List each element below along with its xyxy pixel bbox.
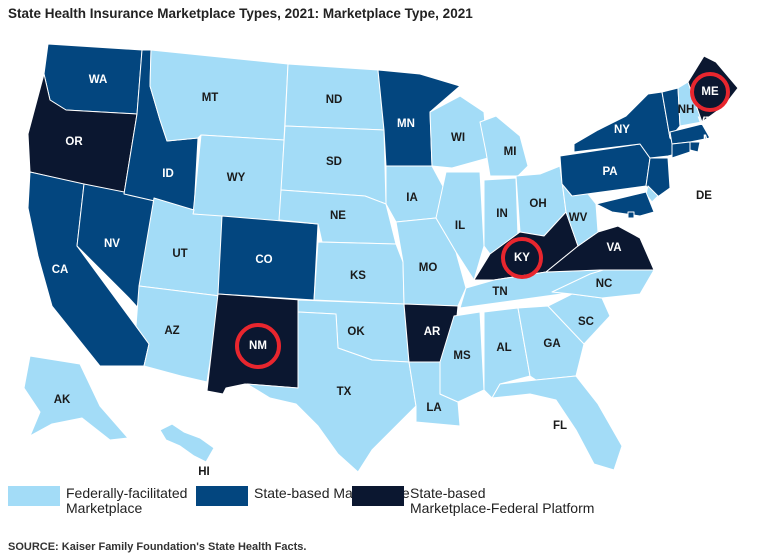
state-label-or: OR — [65, 136, 83, 148]
state-md — [595, 191, 655, 217]
state-label-nd: ND — [326, 94, 343, 106]
state-label-ks: KS — [350, 270, 366, 282]
state-label-nj: NJ — [705, 176, 720, 188]
state-label-mn: MN — [397, 118, 415, 130]
state-label-nc: NC — [596, 278, 613, 290]
us-map: WA OR CA NV ID MT WY UT AZ CO NM ND SD NE KS OK TX MN IA MO… — [0, 26, 775, 478]
legend-label-federal-1: Federally-facilitated — [66, 485, 188, 501]
state-label-tx: TX — [337, 386, 352, 398]
state-label-fl: FL — [553, 420, 567, 432]
state-label-ct: CT — [704, 162, 719, 174]
state-label-ak: AK — [54, 394, 71, 406]
us-map-svg: WA OR CA NV ID MT WY UT AZ CO NM ND SD NE KS OK TX MN IA MO… — [23, 43, 739, 478]
state-label-tn: TN — [492, 286, 507, 298]
source-note: SOURCE: Kaiser Family Foundation's State… — [8, 541, 307, 553]
state-mi — [479, 115, 529, 177]
state-label-wi: WI — [451, 132, 465, 144]
state-label-wy: WY — [227, 172, 246, 184]
state-dc — [627, 211, 635, 219]
state-tx — [246, 311, 417, 473]
state-label-ms: MS — [453, 350, 471, 362]
state-label-me: ME — [701, 86, 719, 98]
state-label-in: IN — [496, 208, 508, 220]
state-label-nh: NH — [678, 104, 695, 116]
state-ct — [671, 141, 691, 159]
state-label-mt: MT — [202, 92, 219, 104]
state-label-id: ID — [162, 168, 174, 180]
state-label-mo: MO — [419, 262, 438, 274]
legend: Federally-facilitated Marketplace State-… — [0, 486, 775, 536]
state-label-dc: DC — [704, 214, 721, 226]
map-title: State Health Insurance Marketplace Types… — [8, 6, 473, 21]
legend-item-federal: Federally-facilitated Marketplace — [8, 486, 187, 516]
state-label-sc: SC — [578, 316, 594, 328]
state-label-vt: VT — [698, 116, 713, 128]
state-sc — [547, 293, 611, 345]
state-label-de: DE — [696, 190, 712, 202]
state-fl — [491, 375, 623, 471]
state-label-ma: MA — [703, 134, 721, 146]
state-label-ri: RI — [710, 148, 722, 160]
state-nj — [645, 157, 671, 199]
state-label-ar: AR — [424, 326, 441, 338]
state-label-wa: WA — [89, 74, 108, 86]
state-nc — [551, 261, 655, 299]
state-label-mi: MI — [504, 146, 517, 158]
state-label-ca: CA — [52, 264, 69, 276]
state-label-ga: GA — [543, 338, 560, 350]
state-label-ok: OK — [347, 326, 365, 338]
state-label-il: IL — [455, 220, 465, 232]
highlight-circle-me — [690, 72, 730, 112]
state-label-sd: SD — [326, 156, 342, 168]
state-label-ne: NE — [330, 210, 346, 222]
state-label-ut: UT — [172, 248, 187, 260]
state-label-va: VA — [606, 242, 621, 254]
legend-swatch-state-federal — [352, 486, 404, 506]
state-label-nv: NV — [104, 238, 120, 250]
state-label-ny: NY — [614, 124, 630, 136]
legend-swatch-state — [196, 486, 248, 506]
legend-swatch-federal — [8, 486, 60, 506]
state-label-co: CO — [255, 254, 272, 266]
state-ma — [669, 123, 711, 145]
state-label-la: LA — [426, 402, 441, 414]
state-label-ky: KY — [514, 252, 530, 264]
state-hi — [159, 423, 215, 463]
highlight-circle-nm — [235, 323, 281, 369]
state-label-nm: NM — [249, 340, 267, 352]
state-label-wv: WV — [569, 212, 588, 224]
state-label-pa: PA — [602, 166, 617, 178]
state-label-az: AZ — [164, 325, 179, 337]
state-label-oh: OH — [529, 198, 546, 210]
legend-label-state-federal-2: Marketplace-Federal Platform — [410, 500, 595, 516]
state-ak — [23, 355, 129, 441]
state-ms — [439, 311, 485, 403]
state-label-ia: IA — [406, 192, 418, 204]
legend-label-federal-2: Marketplace — [66, 500, 143, 516]
state-ri — [689, 141, 701, 153]
state-label-al: AL — [496, 342, 511, 354]
state-label-md: MD — [703, 200, 721, 212]
highlight-circle-ky — [501, 237, 543, 279]
state-de — [645, 185, 659, 203]
state-mt — [149, 49, 289, 142]
legend-label-state-federal-1: State-based — [410, 485, 486, 501]
state-label-hi: HI — [198, 466, 210, 476]
legend-item-state-federal: State-based Marketplace-Federal Platform — [352, 486, 594, 516]
